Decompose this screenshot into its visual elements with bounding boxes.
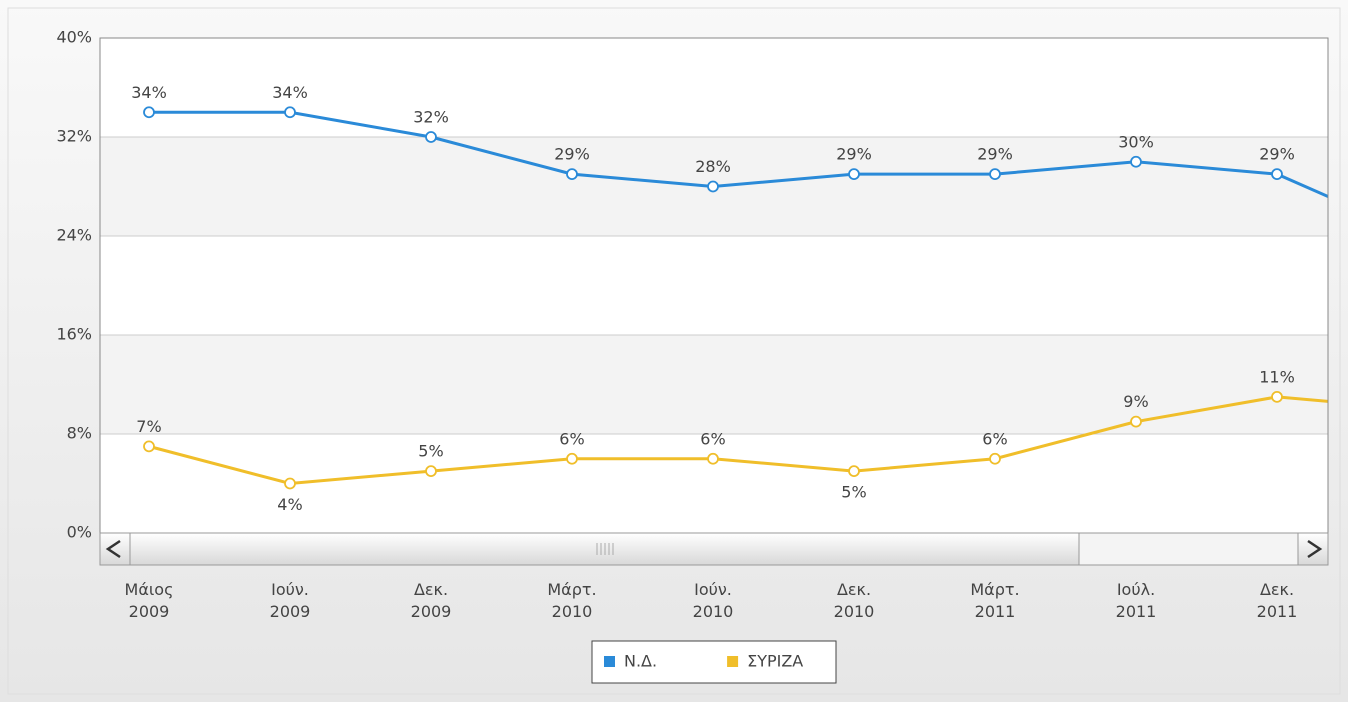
point bbox=[1271, 390, 1283, 403]
series-line bbox=[149, 110, 1328, 199]
point bbox=[425, 465, 437, 478]
data-label: 32% bbox=[413, 108, 449, 127]
data-label: 34% bbox=[272, 83, 308, 102]
data-label: 29% bbox=[554, 145, 590, 164]
data-label: 29% bbox=[1259, 145, 1295, 164]
data-label: 7% bbox=[136, 417, 161, 436]
data-label: 6% bbox=[559, 429, 584, 448]
y-tick-label: 16% bbox=[56, 325, 92, 344]
data-label: 29% bbox=[836, 145, 872, 164]
y-tick-label: 32% bbox=[56, 127, 92, 146]
legend-label: ΣΥΡΙΖΑ bbox=[747, 652, 803, 671]
data-label: 9% bbox=[1123, 392, 1148, 411]
data-label: 6% bbox=[982, 429, 1007, 448]
x-tick-label: Ιούλ. 2011 bbox=[1116, 580, 1157, 621]
point bbox=[143, 106, 155, 119]
data-label: 28% bbox=[695, 157, 731, 176]
scrollbar[interactable] bbox=[99, 532, 1329, 566]
x-tick-label: Δεκ. 2009 bbox=[411, 580, 452, 621]
point bbox=[1130, 415, 1142, 428]
data-label: 30% bbox=[1118, 132, 1154, 151]
x-tick-label: Ιούν. 2009 bbox=[270, 580, 311, 621]
point bbox=[1130, 155, 1142, 168]
point bbox=[848, 465, 860, 478]
x-tick-label: Δεκ. 2011 bbox=[1257, 580, 1298, 621]
plot-area bbox=[100, 38, 1328, 533]
data-label: 29% bbox=[977, 145, 1013, 164]
y-tick-label: 24% bbox=[56, 226, 92, 245]
point bbox=[707, 180, 719, 193]
series-line bbox=[148, 395, 1328, 486]
point bbox=[284, 477, 296, 490]
point bbox=[989, 452, 1001, 465]
y-tick-label: 40% bbox=[56, 28, 92, 47]
data-label: 34% bbox=[131, 83, 167, 102]
grid-band bbox=[100, 335, 1328, 434]
x-tick-label: Ιούν. 2010 bbox=[693, 580, 734, 621]
point bbox=[284, 106, 296, 119]
y-tick-label: 8% bbox=[67, 424, 92, 443]
x-tick-label: Μάρτ. 2010 bbox=[547, 580, 596, 621]
legend-swatch bbox=[604, 656, 615, 667]
scroll-right[interactable] bbox=[1297, 532, 1329, 566]
arrow-right bbox=[1307, 539, 1323, 559]
point bbox=[143, 440, 155, 453]
legend-label: Ν.Δ. bbox=[624, 652, 657, 671]
data-label: 4% bbox=[277, 495, 302, 514]
x-tick-label: Δεκ. 2010 bbox=[834, 580, 875, 621]
x-tick-label: Μάιος 2009 bbox=[125, 580, 174, 621]
point bbox=[989, 168, 1001, 181]
data-label: 11% bbox=[1259, 367, 1295, 386]
point bbox=[566, 452, 578, 465]
data-label: 5% bbox=[841, 483, 866, 502]
legend-swatch bbox=[727, 656, 739, 667]
data-label: 6% bbox=[700, 429, 725, 448]
point bbox=[707, 452, 719, 465]
legend-box bbox=[591, 640, 837, 684]
y-tick-label: 0% bbox=[67, 523, 92, 542]
point bbox=[425, 131, 437, 143]
grip bbox=[596, 543, 614, 555]
frame bbox=[7, 7, 1341, 695]
x-tick-label: Μάρτ. 2011 bbox=[970, 580, 1019, 621]
point bbox=[1271, 168, 1283, 181]
arrow-left bbox=[105, 539, 121, 559]
point bbox=[848, 168, 860, 181]
point bbox=[566, 168, 578, 181]
data-label: 5% bbox=[418, 442, 443, 461]
scroll-left[interactable] bbox=[99, 532, 131, 566]
